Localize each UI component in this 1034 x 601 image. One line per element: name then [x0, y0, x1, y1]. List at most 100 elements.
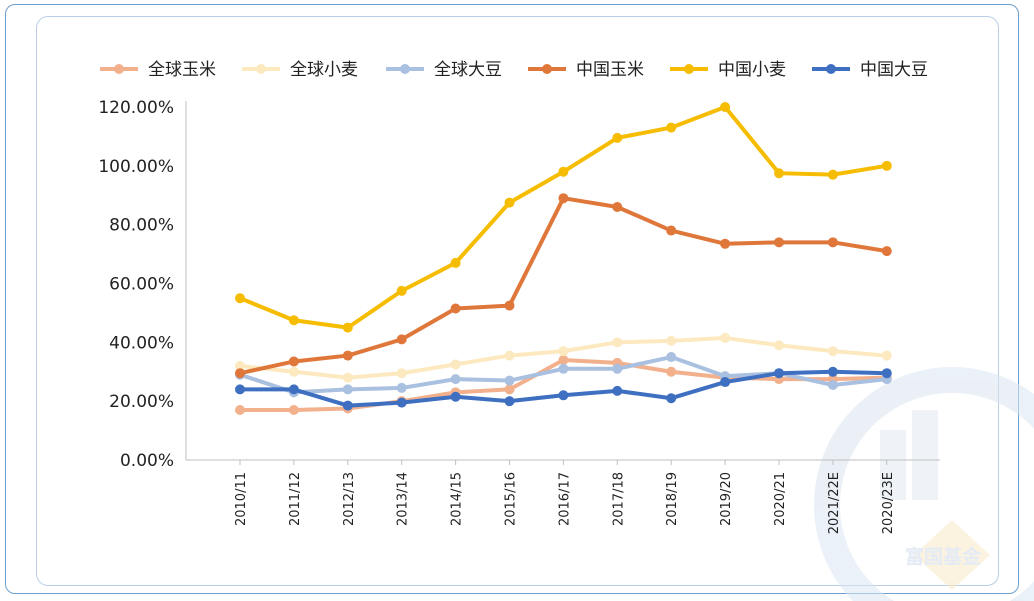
data-point [827, 366, 838, 377]
data-point [342, 400, 353, 411]
data-point [342, 384, 353, 395]
data-point [450, 303, 461, 314]
legend-marker [542, 64, 552, 74]
y-tick-label: 120.00% [98, 98, 174, 118]
legend-marker [826, 64, 836, 74]
data-point [396, 382, 407, 393]
data-point [666, 335, 677, 346]
y-tick-label: 20.00% [109, 392, 174, 412]
data-point [342, 372, 353, 383]
x-tick-label: 2015/16 [504, 472, 519, 526]
data-point [612, 363, 623, 374]
data-point [720, 238, 731, 249]
data-point [827, 346, 838, 357]
data-point [827, 379, 838, 390]
data-point [288, 315, 299, 326]
data-point [720, 102, 731, 112]
x-tick-label: 2020/21 [773, 472, 788, 526]
data-point [396, 368, 407, 379]
data-point [666, 393, 677, 404]
data-point [504, 350, 515, 361]
data-point [774, 368, 784, 379]
data-point [666, 352, 677, 363]
data-point [612, 385, 623, 396]
outer-frame [5, 4, 1019, 594]
data-point [558, 390, 569, 401]
data-point [612, 202, 623, 213]
data-point [666, 366, 677, 377]
legend-item: 全球大豆 [386, 60, 502, 80]
legend-item: 全球玉米 [100, 60, 216, 80]
data-point [558, 193, 569, 204]
data-point [504, 396, 515, 407]
data-point [450, 257, 461, 268]
y-tick-label: 100.00% [98, 157, 174, 177]
data-point [558, 354, 569, 365]
data-point [288, 404, 299, 415]
series-5 [235, 102, 892, 333]
data-point [881, 368, 892, 379]
series-group [235, 102, 892, 415]
data-point [396, 334, 407, 345]
data-point [450, 359, 461, 370]
data-point [881, 350, 892, 361]
data-point [288, 366, 299, 377]
series-4 [235, 193, 892, 379]
data-point [235, 293, 245, 304]
data-point [504, 300, 515, 311]
data-point [396, 285, 407, 296]
legend-marker [684, 64, 694, 74]
data-point [666, 225, 677, 236]
legend-label: 中国小麦 [718, 60, 786, 80]
legend-marker [400, 64, 410, 74]
data-point [774, 168, 784, 179]
legend-marker [114, 64, 124, 74]
legend-label: 全球大豆 [434, 60, 502, 80]
data-point [774, 340, 784, 351]
data-point [827, 169, 838, 180]
data-point [612, 132, 623, 143]
data-point [342, 322, 353, 333]
data-point [881, 160, 892, 171]
data-point [558, 166, 569, 177]
legend-label: 中国玉米 [576, 60, 644, 80]
y-tick-label: 80.00% [109, 216, 174, 236]
x-tick-label: 2016/17 [557, 472, 572, 526]
series-6 [235, 366, 892, 411]
legend-item: 中国玉米 [528, 60, 644, 80]
data-point [558, 346, 569, 357]
x-tick-label: 2013/14 [396, 472, 411, 526]
x-tick-label: 2018/19 [665, 472, 680, 526]
data-point [720, 332, 731, 343]
legend-item: 中国小麦 [670, 60, 786, 80]
x-tick-label: 2019/20 [719, 472, 734, 526]
x-tick-label: 2012/13 [342, 472, 357, 526]
data-point [558, 363, 569, 374]
legend-label: 全球玉米 [148, 60, 216, 80]
legend-item: 全球小麦 [242, 60, 358, 80]
brand-watermark-logo: 富国基金 [814, 367, 1034, 601]
data-point [342, 350, 353, 361]
data-point [235, 404, 245, 415]
data-point [396, 397, 407, 408]
data-point [881, 246, 892, 257]
legend-label: 中国大豆 [860, 60, 928, 80]
data-point [235, 384, 245, 395]
y-tick-label: 40.00% [109, 333, 174, 353]
data-point [720, 377, 731, 388]
data-point [450, 374, 461, 385]
data-point [504, 375, 515, 386]
data-point [235, 360, 245, 371]
data-point [774, 237, 784, 248]
axes: 0.00% 20.00% 40.00% 60.00% 80.00% 100.00% 120.… [98, 98, 940, 534]
x-tick-label: 2011/12 [288, 472, 303, 526]
data-point [450, 391, 461, 402]
series-2 [235, 332, 892, 383]
y-tick-label: 60.00% [109, 275, 174, 295]
brand-watermark-text: 富国基金 [905, 545, 982, 568]
legend-label: 全球小麦 [290, 60, 358, 80]
x-tick-label: 2017/18 [611, 472, 626, 526]
data-point [504, 384, 515, 395]
x-tick-label: 2014/15 [450, 472, 465, 526]
